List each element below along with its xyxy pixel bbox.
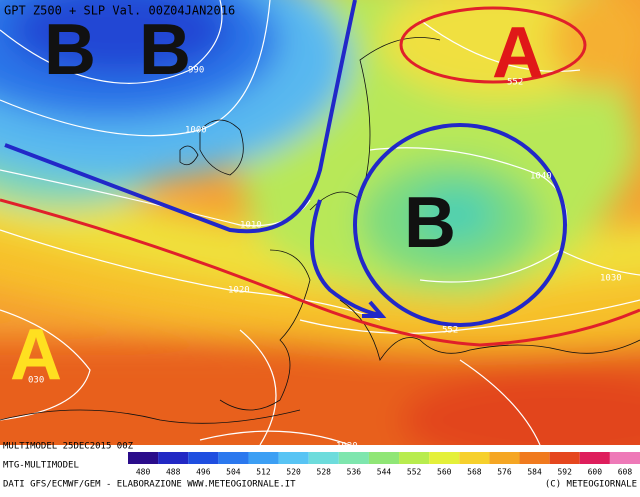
contour-label: 1040 — [530, 172, 552, 182]
scale-label: 608 — [618, 468, 633, 477]
contour-label: 1010 — [240, 221, 262, 231]
scale-swatch — [158, 452, 189, 464]
scale-label: 600 — [588, 468, 603, 477]
scale-label: 520 — [286, 468, 301, 477]
scale-swatch — [429, 452, 460, 464]
contour-label: 990 — [188, 66, 204, 76]
scale-swatch — [128, 452, 159, 464]
scale-swatch — [549, 452, 580, 464]
contour-label: 552 — [507, 78, 523, 88]
scale-label: 512 — [256, 468, 271, 477]
contour-label: 552 — [442, 326, 458, 336]
scale-label: 544 — [377, 468, 392, 477]
scale-swatch — [248, 452, 279, 464]
run-label: MULTIMODEL 25DEC2015 00Z — [3, 442, 134, 452]
scale-swatch — [218, 452, 249, 464]
scale-swatch — [308, 452, 339, 464]
scale-swatch — [579, 452, 610, 464]
scale-swatch — [399, 452, 430, 464]
scale-label: 504 — [226, 468, 241, 477]
ridge-lines — [0, 6, 640, 347]
copyright: (C) METEOGIORNALE — [545, 480, 637, 490]
scale-label: 536 — [347, 468, 362, 477]
contour-label: 030 — [28, 376, 44, 386]
scale-label: 584 — [527, 468, 542, 477]
contour-label: 1000 — [185, 126, 207, 136]
coastlines — [0, 37, 640, 424]
low-center: B — [404, 183, 456, 263]
contour-label: 1020 — [228, 286, 250, 296]
high-center: A — [10, 315, 62, 395]
low-center: B — [44, 10, 96, 90]
scale-label: 592 — [557, 468, 572, 477]
high-center: A — [492, 13, 544, 93]
contour-label: 1030 — [600, 274, 622, 284]
scale-swatch — [609, 452, 640, 464]
scale-swatch — [519, 452, 550, 464]
map-field: B B A B A 990 1000 1010 1020 030 1040 10… — [0, 0, 640, 452]
credits: DATI GFS/ECMWF/GEM - ELABORAZIONE WWW.ME… — [3, 480, 296, 490]
low-center: B — [139, 10, 191, 90]
scale-swatch — [278, 452, 309, 464]
scale-label: 568 — [467, 468, 482, 477]
color-scale: 480 488 496 504 512 520 528 536 544 552 560 568 576 5… — [128, 452, 640, 477]
scale-label: 488 — [166, 468, 181, 477]
scale-swatch — [188, 452, 219, 464]
scale-swatch — [338, 452, 369, 464]
scale-swatch — [489, 452, 520, 464]
scale-label: 552 — [407, 468, 422, 477]
model-label: MTG-MULTIMODEL — [3, 461, 79, 471]
trough-lines — [4, 0, 567, 327]
scale-swatch — [368, 452, 400, 464]
scale-label: 560 — [437, 468, 452, 477]
scale-label: 496 — [196, 468, 211, 477]
scale-label: 480 — [136, 468, 151, 477]
scale-swatch — [459, 452, 490, 464]
map-title: GPT Z500 + SLP Val. 00Z04JAN2016 — [4, 4, 235, 18]
scale-label: 528 — [317, 468, 332, 477]
scale-label: 576 — [497, 468, 512, 477]
contour-label: 1020 — [336, 442, 358, 452]
